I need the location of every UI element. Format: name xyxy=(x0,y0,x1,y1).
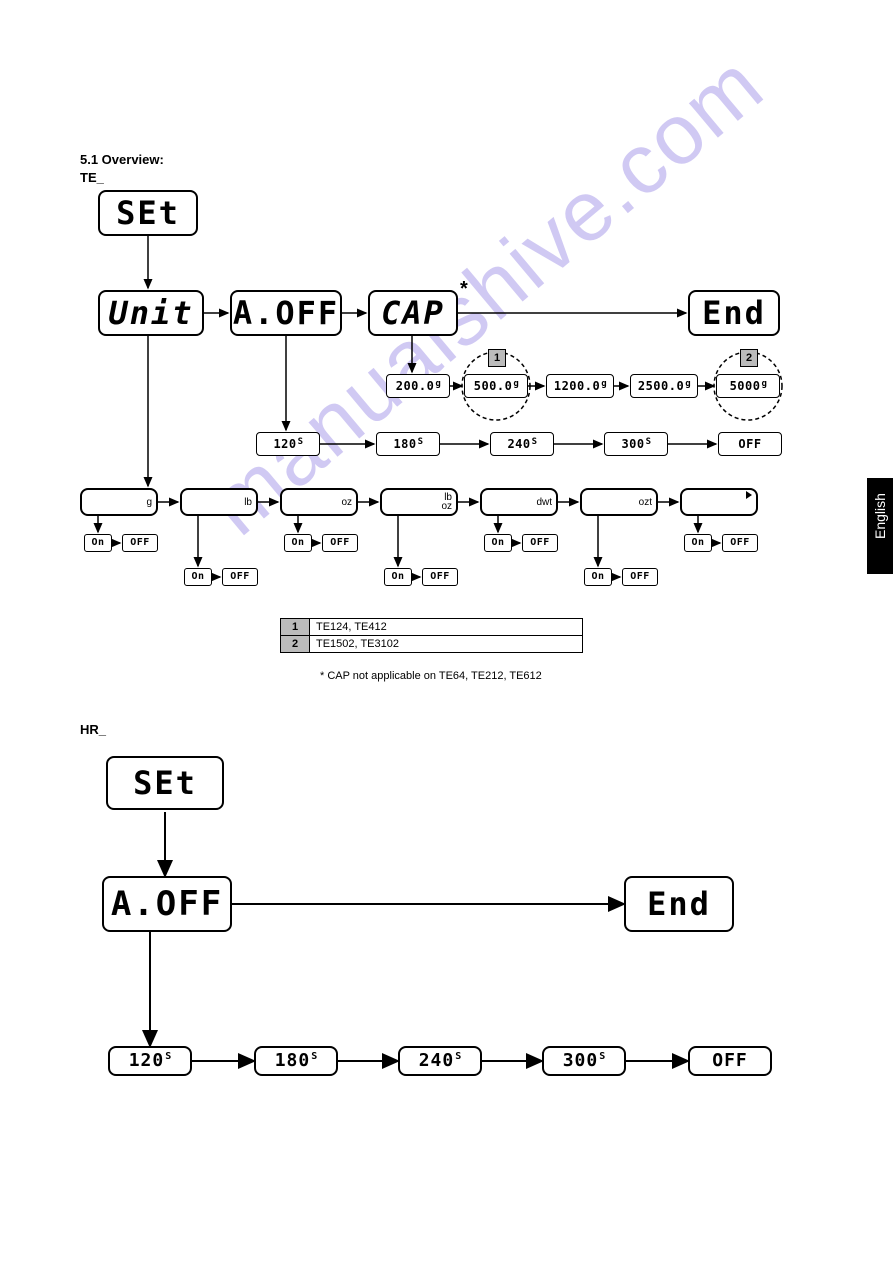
d1-aoff-180: 180S xyxy=(376,432,440,456)
side-tab-label: English xyxy=(872,513,888,539)
d1-aoff-180-u: S xyxy=(418,438,424,447)
d1-unit-blank-triangle xyxy=(746,491,752,499)
d1-sub-on-b4: On xyxy=(384,568,412,586)
d1-aoff-300-u: S xyxy=(646,438,652,447)
diagram1-model: TE_ xyxy=(80,170,104,185)
d2-aoff-240-v: 240 xyxy=(419,1052,455,1070)
d1-aoff-300: 300S xyxy=(604,432,668,456)
d1-sub-on-a5: On xyxy=(484,534,512,552)
d2-aoff-box: A.OFF xyxy=(102,876,232,932)
d2-aoff-off: OFF xyxy=(688,1046,772,1076)
d1-cap-box: CAP xyxy=(368,290,458,336)
d1-aoff-240-u: S xyxy=(532,438,538,447)
d1-cap-500-u: g xyxy=(513,380,519,389)
d1-cap-500-v: 500.0 xyxy=(474,380,513,392)
d2-aoff-180-u: S xyxy=(311,1052,318,1062)
d1-cap-2500-v: 2500.0 xyxy=(638,380,684,392)
d1-cap-1200-v: 1200.0 xyxy=(554,380,600,392)
d1-cap-200-v: 200.0 xyxy=(396,380,435,392)
d2-aoff-300: 300S xyxy=(542,1046,626,1076)
d1-cap-200-u: g xyxy=(435,380,441,389)
d1-aoff-240-v: 240 xyxy=(507,438,530,450)
d1-cap-200: 200.0g xyxy=(386,374,450,398)
d2-aoff-120-v: 120 xyxy=(129,1052,165,1070)
d1-sub-on-b6: On xyxy=(584,568,612,586)
d1-sub-off-b2: OFF xyxy=(222,568,258,586)
d2-aoff-240: 240S xyxy=(398,1046,482,1076)
d1-cap-1200: 1200.0g xyxy=(546,374,614,398)
d1-cap-1200-u: g xyxy=(601,380,607,389)
d1-unit-box: Unit xyxy=(98,290,204,336)
d1-aoff-box: A.OFF xyxy=(230,290,342,336)
d1-cap-2500: 2500.0g xyxy=(630,374,698,398)
d1-note-table: 1TE124, TE412 2TE1502, TE3102 xyxy=(280,618,583,653)
d1-unit-g: g xyxy=(80,488,158,516)
d2-aoff-180: 180S xyxy=(254,1046,338,1076)
d1-set-box: SEt xyxy=(98,190,198,236)
diagram2-model: HR_ xyxy=(80,722,106,737)
d1-aoff-300-v: 300 xyxy=(621,438,644,450)
d2-set-box: SEt xyxy=(106,756,224,810)
d1-cap-5000-u: g xyxy=(761,380,767,389)
d1-aoff-120-u: S xyxy=(298,438,304,447)
d1-cap-2500-u: g xyxy=(685,380,691,389)
d1-unit-oz: oz xyxy=(280,488,358,516)
nt-2t: TE1502, TE3102 xyxy=(310,636,583,653)
d2-aoff-120: 120S xyxy=(108,1046,192,1076)
d1-aoff-120: 120S xyxy=(256,432,320,456)
d2-aoff-120-u: S xyxy=(165,1052,172,1062)
d1-cap-500: 500.0g xyxy=(464,374,528,398)
d1-sub-off-b4: OFF xyxy=(422,568,458,586)
d2-aoff-240-u: S xyxy=(455,1052,462,1062)
d1-connectors xyxy=(0,0,893,700)
d1-sub-off-a3: OFF xyxy=(322,534,358,552)
nt-2n: 2 xyxy=(281,636,310,653)
d1-sub-off-b6: OFF xyxy=(622,568,658,586)
d2-aoff-180-v: 180 xyxy=(275,1052,311,1070)
d2-aoff-300-v: 300 xyxy=(563,1052,599,1070)
d1-sub-on-a1: On xyxy=(84,534,112,552)
d1-badge-2: 2 xyxy=(740,349,758,367)
d1-cap-note: * CAP not applicable on TE64, TE212, TE6… xyxy=(320,670,542,682)
d1-cap-asterisk: * xyxy=(460,278,468,301)
nt-1n: 1 xyxy=(281,619,310,636)
d1-aoff-120-v: 120 xyxy=(273,438,296,450)
d1-unit-dwt: dwt xyxy=(480,488,558,516)
side-tab-english: English xyxy=(867,478,893,574)
d1-aoff-180-v: 180 xyxy=(393,438,416,450)
d1-cap-5000-v: 5000 xyxy=(730,380,761,392)
d1-unit-ozt: ozt xyxy=(580,488,658,516)
d2-aoff-300-u: S xyxy=(599,1052,606,1062)
d1-aoff-off-v: OFF xyxy=(738,438,761,450)
d2-end-box: End xyxy=(624,876,734,932)
d2-aoff-off-v: OFF xyxy=(712,1052,748,1070)
d1-aoff-off: OFF xyxy=(718,432,782,456)
overview-title: 5.1 Overview: xyxy=(80,152,164,167)
d1-aoff-240: 240S xyxy=(490,432,554,456)
d1-unit-lb: lb xyxy=(180,488,258,516)
d1-sub-on-b2: On xyxy=(184,568,212,586)
d1-unit-lboz: lb oz xyxy=(380,488,458,516)
d1-sub-on-a7: On xyxy=(684,534,712,552)
d1-sub-off-a1: OFF xyxy=(122,534,158,552)
d1-cap-5000: 5000g xyxy=(716,374,780,398)
d1-badge-1: 1 xyxy=(488,349,506,367)
d1-sub-on-a3: On xyxy=(284,534,312,552)
d1-sub-off-a5: OFF xyxy=(522,534,558,552)
d1-end-box: End xyxy=(688,290,780,336)
d1-sub-off-a7: OFF xyxy=(722,534,758,552)
nt-1t: TE124, TE412 xyxy=(310,619,583,636)
